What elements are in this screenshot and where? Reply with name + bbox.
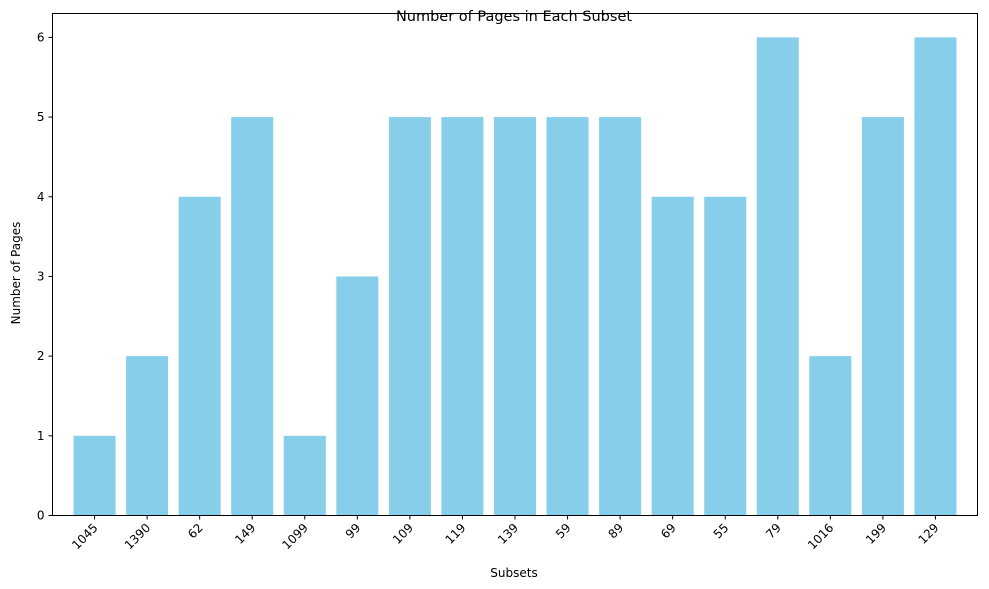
- x-tick-label: 69: [658, 521, 679, 542]
- x-tick-label: 1016: [805, 521, 836, 552]
- x-tick-label: 1045: [69, 521, 100, 552]
- bar-79: [756, 37, 799, 516]
- bar-119: [441, 117, 484, 516]
- x-tick-label: 59: [553, 521, 574, 542]
- x-tick-label: 119: [442, 521, 468, 547]
- bar-109: [388, 117, 431, 516]
- y-axis-label: Number of Pages: [9, 222, 23, 325]
- x-tick-label: 1099: [279, 521, 310, 552]
- y-tick-label: 5: [37, 110, 45, 124]
- y-tick-label: 2: [37, 349, 45, 363]
- bar-69: [651, 196, 694, 516]
- bar-1045: [73, 435, 116, 516]
- y-tick-label: 4: [37, 190, 45, 204]
- x-tick-label: 99: [343, 521, 364, 542]
- y-tick-label: 1: [37, 429, 45, 443]
- bar-89: [599, 117, 642, 516]
- bar-99: [336, 276, 379, 516]
- bars-group: [73, 37, 957, 516]
- bar-149: [231, 117, 274, 516]
- x-tick-label: 55: [711, 521, 732, 542]
- chart-title: Number of Pages in Each Subset: [396, 9, 632, 25]
- x-axis: 1045 1390 62 149 1099 99 109 119 139 59 89 69 55 79 10…: [69, 515, 942, 552]
- bar-1099: [283, 435, 326, 516]
- x-axis-label: Subsets: [490, 566, 537, 580]
- bar-1016: [809, 356, 852, 516]
- bar-199: [861, 117, 904, 516]
- y-tick-label: 0: [37, 509, 45, 523]
- x-tick-label: 1390: [122, 521, 153, 552]
- plot-frame: [52, 13, 978, 516]
- bar-62: [178, 196, 221, 516]
- bar-55: [704, 196, 747, 516]
- bar-1390: [126, 356, 169, 516]
- x-tick-label: 89: [606, 521, 627, 542]
- x-tick-label: 129: [915, 521, 941, 547]
- x-tick-label: 149: [232, 521, 258, 547]
- x-tick-label: 79: [763, 521, 784, 542]
- x-tick-label: 199: [863, 521, 889, 547]
- bar-59: [546, 117, 589, 516]
- y-tick-label: 3: [37, 269, 45, 283]
- y-tick-label: 6: [37, 30, 45, 44]
- bar-129: [914, 37, 957, 516]
- x-tick-label: 139: [495, 521, 521, 547]
- bar-139: [493, 117, 537, 516]
- x-tick-label: 62: [185, 521, 206, 542]
- x-tick-label: 109: [390, 521, 416, 547]
- y-axis: 0 1 2 3 4 5 6: [37, 30, 53, 523]
